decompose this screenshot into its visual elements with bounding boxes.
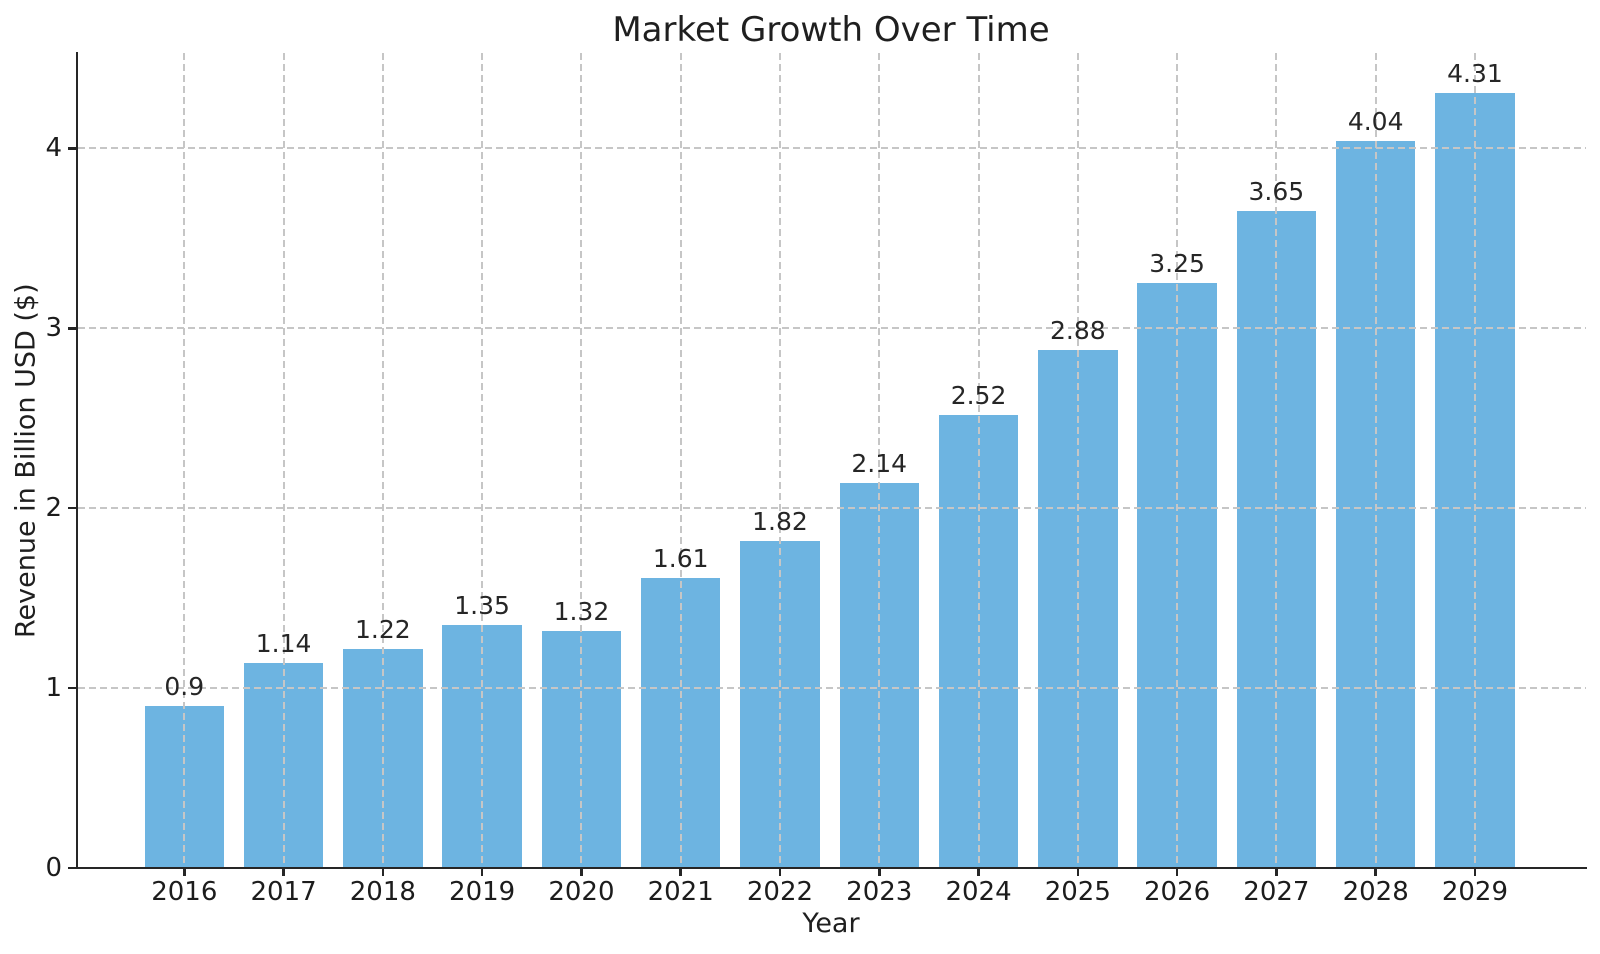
gridline-x-2019 <box>481 53 484 866</box>
gridline-x-2023 <box>878 53 881 866</box>
bar-value-label-2028: 4.04 <box>1347 107 1404 137</box>
x-tick-label-2027: 2027 <box>1243 877 1310 907</box>
bar-value-label-2023: 2.14 <box>851 448 908 478</box>
x-tick-2016 <box>183 868 186 876</box>
y-tick-label-0: 0 <box>45 853 62 883</box>
y-axis-label: Revenue in Billion USD ($) <box>10 283 42 638</box>
gridline-x-2016 <box>183 53 186 866</box>
x-tick-label-2020: 2020 <box>548 877 615 907</box>
x-tick-label-2025: 2025 <box>1044 877 1111 907</box>
bar-value-label-2029: 4.31 <box>1447 58 1503 88</box>
x-tick-label-2023: 2023 <box>846 877 913 907</box>
x-tick-label-2028: 2028 <box>1342 877 1409 907</box>
y-tick-label-1: 1 <box>45 673 62 704</box>
x-tick-label-2022: 2022 <box>746 877 814 907</box>
x-tick-label-2018: 2018 <box>349 877 416 907</box>
y-tick-label-4: 4 <box>45 133 62 164</box>
x-tick-2018 <box>381 868 385 876</box>
x-tick-2026 <box>1175 868 1179 876</box>
gridline-y-3 <box>78 327 1586 330</box>
x-axis-spine <box>75 866 1587 869</box>
gridline-x-2026 <box>1176 53 1179 866</box>
bar-value-label-2021: 1.61 <box>652 544 709 574</box>
bar-value-label-2027: 3.65 <box>1248 177 1305 207</box>
gridline-x-2022 <box>778 53 781 866</box>
x-tick-2029 <box>1473 868 1477 876</box>
x-tick-2017 <box>282 868 285 876</box>
x-tick-2027 <box>1275 868 1278 876</box>
x-tick-2019 <box>480 868 484 876</box>
x-tick-label-2016: 2016 <box>151 877 218 907</box>
x-tick-label-2024: 2024 <box>945 877 1012 907</box>
gridline-x-2018 <box>381 53 384 866</box>
y-tick-1 <box>68 686 76 690</box>
y-tick-0 <box>68 866 76 870</box>
y-tick-label-2: 2 <box>45 493 62 524</box>
bar-value-label-2020: 1.32 <box>553 596 610 626</box>
bar-value-label-2019: 1.35 <box>454 591 510 621</box>
x-axis-label: Year <box>802 908 860 939</box>
y-tick-2 <box>68 506 76 510</box>
y-axis-spine <box>75 52 78 869</box>
gridline-y-4 <box>78 147 1586 150</box>
gridline-x-2028 <box>1374 53 1377 866</box>
x-tick-2021 <box>679 868 682 876</box>
bar-value-label-2022: 1.82 <box>752 506 808 536</box>
gridline-x-2027 <box>1275 53 1278 866</box>
gridline-x-2025 <box>1076 53 1079 866</box>
bar-value-label-2025: 2.88 <box>1049 315 1106 345</box>
y-tick-4 <box>68 147 76 150</box>
gridline-y-1 <box>78 687 1586 690</box>
y-tick-3 <box>68 327 76 330</box>
gridline-x-2029 <box>1473 53 1476 866</box>
x-tick-2022 <box>778 868 782 876</box>
x-tick-2024 <box>977 868 980 876</box>
x-tick-2023 <box>878 868 881 876</box>
x-tick-2020 <box>580 868 583 876</box>
bar-value-label-2017: 1.14 <box>255 628 312 658</box>
gridline-x-2020 <box>580 53 583 866</box>
bar-value-label-2026: 3.25 <box>1149 249 1205 279</box>
gridline-y-2 <box>78 507 1586 510</box>
bar-value-label-2018: 1.22 <box>355 614 411 644</box>
y-tick-label-3: 3 <box>45 313 62 344</box>
x-tick-2028 <box>1374 868 1377 876</box>
x-tick-label-2026: 2026 <box>1144 877 1211 907</box>
gridline-x-2024 <box>977 53 980 866</box>
x-tick-2025 <box>1076 868 1080 876</box>
bar-value-label-2016: 0.9 <box>164 672 205 702</box>
x-tick-label-2019: 2019 <box>449 877 516 907</box>
x-tick-label-2021: 2021 <box>647 877 714 907</box>
x-tick-label-2017: 2017 <box>250 877 317 907</box>
bar-value-label-2024: 2.52 <box>950 380 1007 410</box>
x-tick-label-2029: 2029 <box>1441 877 1509 907</box>
chart-title: Market Growth Over Time <box>612 10 1050 50</box>
gridline-x-2021 <box>679 53 682 866</box>
gridline-x-2017 <box>282 53 285 866</box>
